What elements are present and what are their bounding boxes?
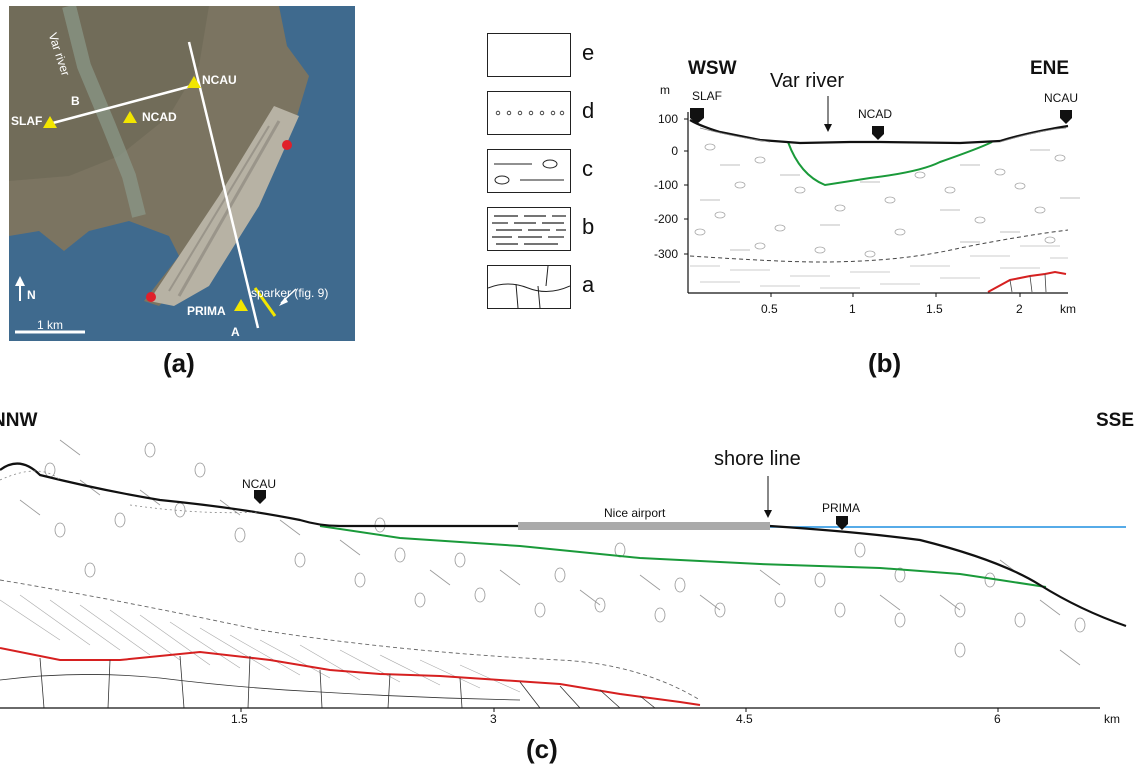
section-c-green-horizon bbox=[319, 525, 1047, 588]
section-b-y-tick-0: 0 bbox=[671, 144, 678, 158]
red-dot-east bbox=[282, 140, 292, 150]
section-c-red-horizon bbox=[0, 647, 701, 706]
profile-line-a bbox=[187, 41, 260, 329]
panel-b-label: (b) bbox=[868, 348, 902, 378]
section-c-airport-bar bbox=[518, 522, 770, 530]
section-c-left-direction: NNW bbox=[0, 410, 38, 431]
section-b-slaf-marker bbox=[690, 108, 704, 124]
section-c-prima-label: PRIMA bbox=[822, 501, 861, 515]
map-label-north: N bbox=[27, 288, 36, 302]
section-b-ncau-label: NCAU bbox=[1044, 91, 1079, 105]
legend-letter-d: d bbox=[582, 98, 595, 123]
section-b-slaf-label: SLAF bbox=[692, 89, 723, 103]
section-c bbox=[0, 360, 1142, 768]
station-ncau-marker bbox=[187, 76, 201, 88]
section-b-ncad-marker bbox=[872, 126, 884, 140]
legend-letter-b: b bbox=[582, 214, 595, 239]
map-drawing bbox=[9, 6, 355, 341]
section-c-topography bbox=[0, 462, 1127, 628]
section-c-x-unit: km bbox=[1104, 712, 1120, 726]
profile-line-b bbox=[48, 83, 196, 126]
section-c-x-tick-6: 6 bbox=[994, 712, 1001, 726]
legend-box-b bbox=[487, 207, 571, 251]
map-label-ncad: NCAD bbox=[142, 110, 177, 124]
legend-box-c bbox=[487, 149, 571, 193]
section-c-x-tick-3: 3 bbox=[490, 712, 497, 726]
section-c-x-tick-1-5: 1.5 bbox=[231, 712, 248, 726]
map-label-prima: PRIMA bbox=[187, 304, 226, 318]
section-b-y-tick-m200: -200 bbox=[653, 212, 678, 226]
section-b-river-label: Var river bbox=[770, 70, 845, 92]
legend-letter-e: e bbox=[582, 40, 595, 65]
legend-letter-a: a bbox=[582, 272, 595, 297]
legend-box-d bbox=[487, 91, 571, 135]
map-label-profile-b: B bbox=[71, 94, 80, 108]
section-b-y-unit: m bbox=[660, 83, 670, 97]
section-b-right-direction: ENE bbox=[1030, 58, 1070, 79]
section-b-topography bbox=[689, 119, 1069, 145]
station-slaf-marker bbox=[43, 116, 57, 128]
section-b-x-tick-1: 1 bbox=[849, 302, 856, 316]
section-c-shore-label: shore line bbox=[714, 448, 801, 470]
map-label-ncau: NCAU bbox=[202, 73, 237, 87]
sparker-line bbox=[253, 287, 277, 317]
section-b-y-tick-m300: -300 bbox=[653, 247, 678, 261]
section-b-y-tick-100: 100 bbox=[657, 112, 678, 126]
map-label-profile-a: A bbox=[231, 325, 240, 339]
section-c-right-direction: SSE bbox=[1096, 410, 1135, 431]
section-c-ncau-label: NCAU bbox=[242, 477, 277, 491]
map-label-scale: 1 km bbox=[37, 318, 64, 332]
section-b-left-direction: WSW bbox=[688, 58, 737, 79]
section-c-x-tick-4-5: 4.5 bbox=[736, 712, 753, 726]
section-b bbox=[0, 0, 1142, 360]
section-b-red-horizon bbox=[987, 270, 1067, 293]
section-c-prima-marker bbox=[836, 516, 848, 530]
section-c-ncau-marker bbox=[254, 490, 266, 504]
section-b-green-horizon bbox=[787, 141, 993, 187]
section-b-ncad-label: NCAD bbox=[858, 107, 893, 121]
section-b-x-tick-1-5: 1.5 bbox=[926, 302, 943, 316]
section-b-x-tick-2: 2 bbox=[1016, 302, 1023, 316]
map-label-slaf: SLAF bbox=[11, 114, 43, 128]
station-prima-marker bbox=[234, 299, 248, 311]
legend-box-e bbox=[487, 33, 571, 77]
section-b-y-tick-m100: -100 bbox=[653, 178, 678, 192]
station-ncad-marker bbox=[123, 111, 137, 123]
section-c-airport-label: Nice airport bbox=[604, 506, 666, 520]
section-b-x-unit: km bbox=[1060, 302, 1076, 316]
satellite-map: SLAF NCAD NCAU PRIMA Var river B A spark… bbox=[9, 6, 355, 341]
panel-a-label: (a) bbox=[163, 348, 195, 378]
section-b-x-tick-0-5: 0.5 bbox=[761, 302, 778, 316]
legend-box-a bbox=[487, 265, 571, 309]
red-dot-west bbox=[146, 292, 156, 302]
panel-c-label: (c) bbox=[526, 734, 558, 764]
map-label-sparker: sparker (fig. 9) bbox=[251, 286, 329, 300]
section-b-ncau-marker bbox=[1060, 110, 1072, 124]
legend-letter-c: c bbox=[582, 156, 593, 181]
